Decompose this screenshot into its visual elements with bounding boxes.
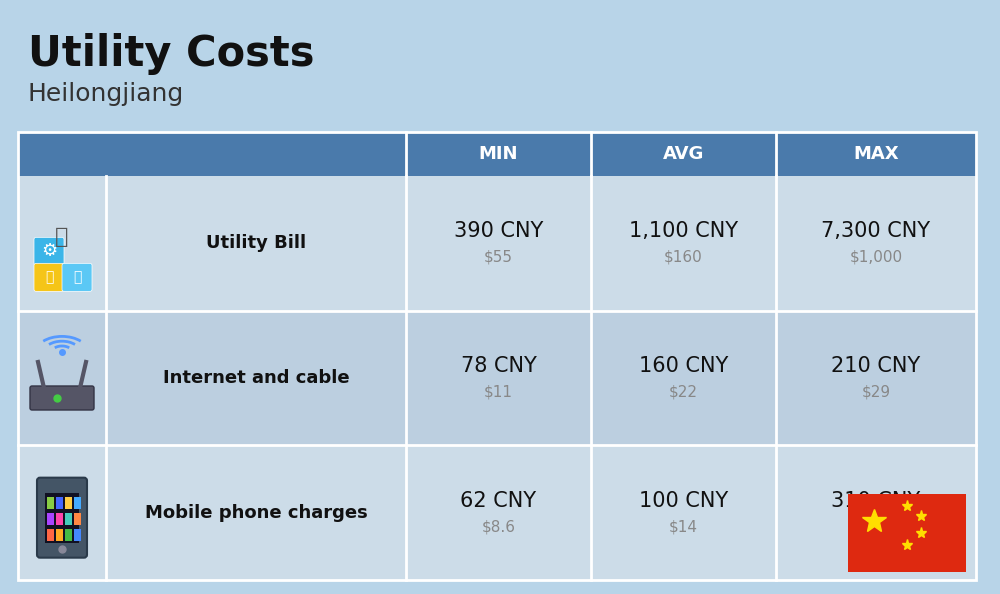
Bar xyxy=(18,446,976,580)
FancyBboxPatch shape xyxy=(34,263,64,291)
Bar xyxy=(18,176,976,311)
Bar xyxy=(74,513,81,525)
Bar xyxy=(47,529,54,541)
Text: 👤: 👤 xyxy=(55,228,69,247)
Text: 🚿: 🚿 xyxy=(73,270,81,285)
Text: $11: $11 xyxy=(484,384,513,400)
Bar xyxy=(65,513,72,525)
Text: ⚙: ⚙ xyxy=(41,242,57,260)
Bar xyxy=(74,497,81,508)
Bar xyxy=(65,497,72,508)
Bar xyxy=(45,492,79,543)
Text: 160 CNY: 160 CNY xyxy=(639,356,728,376)
Bar xyxy=(47,513,54,525)
Bar xyxy=(56,497,63,508)
Text: Mobile phone charges: Mobile phone charges xyxy=(145,504,367,522)
Text: $55: $55 xyxy=(484,250,513,265)
Bar xyxy=(18,132,976,580)
FancyBboxPatch shape xyxy=(848,494,966,572)
Text: MAX: MAX xyxy=(853,145,899,163)
Text: 7,300 CNY: 7,300 CNY xyxy=(821,222,931,241)
Text: $22: $22 xyxy=(669,384,698,400)
Bar xyxy=(65,529,72,541)
FancyBboxPatch shape xyxy=(37,478,87,558)
Text: $160: $160 xyxy=(664,250,703,265)
Text: 310 CNY: 310 CNY xyxy=(831,491,921,511)
Text: $29: $29 xyxy=(861,384,891,400)
Text: $8.6: $8.6 xyxy=(482,519,516,534)
Bar xyxy=(47,497,54,508)
Text: 210 CNY: 210 CNY xyxy=(831,356,921,376)
Text: 78 CNY: 78 CNY xyxy=(461,356,536,376)
FancyBboxPatch shape xyxy=(62,263,92,291)
FancyBboxPatch shape xyxy=(30,386,94,410)
Text: Internet and cable: Internet and cable xyxy=(163,369,349,387)
Text: 🔌: 🔌 xyxy=(45,270,53,285)
Bar xyxy=(56,513,63,525)
Text: 100 CNY: 100 CNY xyxy=(639,491,728,511)
Text: 62 CNY: 62 CNY xyxy=(460,491,537,511)
Bar xyxy=(74,529,81,541)
Text: Utility Bill: Utility Bill xyxy=(206,235,306,252)
Text: $43: $43 xyxy=(861,519,891,534)
Bar xyxy=(18,132,976,176)
FancyBboxPatch shape xyxy=(34,238,64,266)
Text: AVG: AVG xyxy=(663,145,704,163)
Text: 390 CNY: 390 CNY xyxy=(454,222,543,241)
Text: Utility Costs: Utility Costs xyxy=(28,33,314,75)
Text: $1,000: $1,000 xyxy=(849,250,903,265)
Bar xyxy=(18,311,976,446)
Text: MIN: MIN xyxy=(479,145,518,163)
Text: 1,100 CNY: 1,100 CNY xyxy=(629,222,738,241)
Bar xyxy=(56,529,63,541)
Text: $14: $14 xyxy=(669,519,698,534)
Text: Heilongjiang: Heilongjiang xyxy=(28,82,184,106)
